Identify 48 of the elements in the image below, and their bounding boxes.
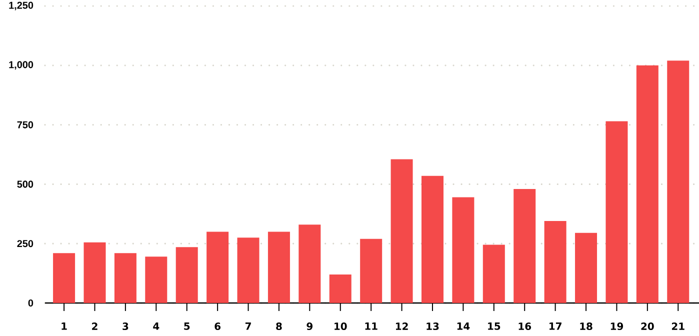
x-tick-label: 11 <box>365 322 378 330</box>
bar <box>206 232 229 303</box>
x-tick-label: 2 <box>92 322 98 330</box>
bar <box>84 242 106 303</box>
x-tick-label: 20 <box>641 322 654 330</box>
bar <box>575 232 598 303</box>
x-tick-label: 9 <box>306 322 313 330</box>
bar <box>482 244 505 303</box>
bar <box>329 274 352 303</box>
bar <box>176 247 198 303</box>
x-tick-label: 12 <box>396 322 408 330</box>
bar <box>53 253 76 303</box>
bar <box>452 197 474 303</box>
x-tick-label: 16 <box>518 322 532 330</box>
x-tick-label: 10 <box>334 322 347 330</box>
bar <box>544 221 566 303</box>
x-tick-label: 8 <box>276 322 282 330</box>
y-tick-label: 0 <box>28 299 34 307</box>
bar <box>606 121 628 303</box>
x-tick-label: 1 <box>62 322 67 330</box>
y-tick-label: 500 <box>17 180 34 188</box>
x-tick-label: 14 <box>457 322 470 330</box>
x-tick-label: 3 <box>122 322 128 330</box>
bar <box>636 65 658 303</box>
bar <box>237 238 260 303</box>
x-tick-label: 5 <box>184 322 190 330</box>
x-tick-label: 21 <box>672 322 684 330</box>
bar <box>268 232 290 303</box>
bar <box>114 253 136 303</box>
bar <box>667 60 690 303</box>
bar <box>514 188 536 303</box>
y-tick-label: 750 <box>17 121 34 128</box>
x-tick-label: 4 <box>153 322 160 330</box>
bar <box>298 224 321 303</box>
bar <box>390 159 413 303</box>
y-tick-label: 1,000 <box>9 61 34 70</box>
x-tick-label: 15 <box>488 322 500 330</box>
y-tick-label: 1,250 <box>9 2 34 10</box>
y-tick-label: 250 <box>17 240 34 248</box>
bar <box>145 256 168 303</box>
x-tick-label: 13 <box>426 322 439 330</box>
x-tick-label: 7 <box>245 322 251 330</box>
x-tick-label: 17 <box>550 322 562 330</box>
x-tick-label: 18 <box>580 322 592 330</box>
x-tick-label: 6 <box>214 322 220 330</box>
x-tick-label: 19 <box>610 322 624 330</box>
bar <box>421 176 444 303</box>
bar <box>360 238 382 303</box>
